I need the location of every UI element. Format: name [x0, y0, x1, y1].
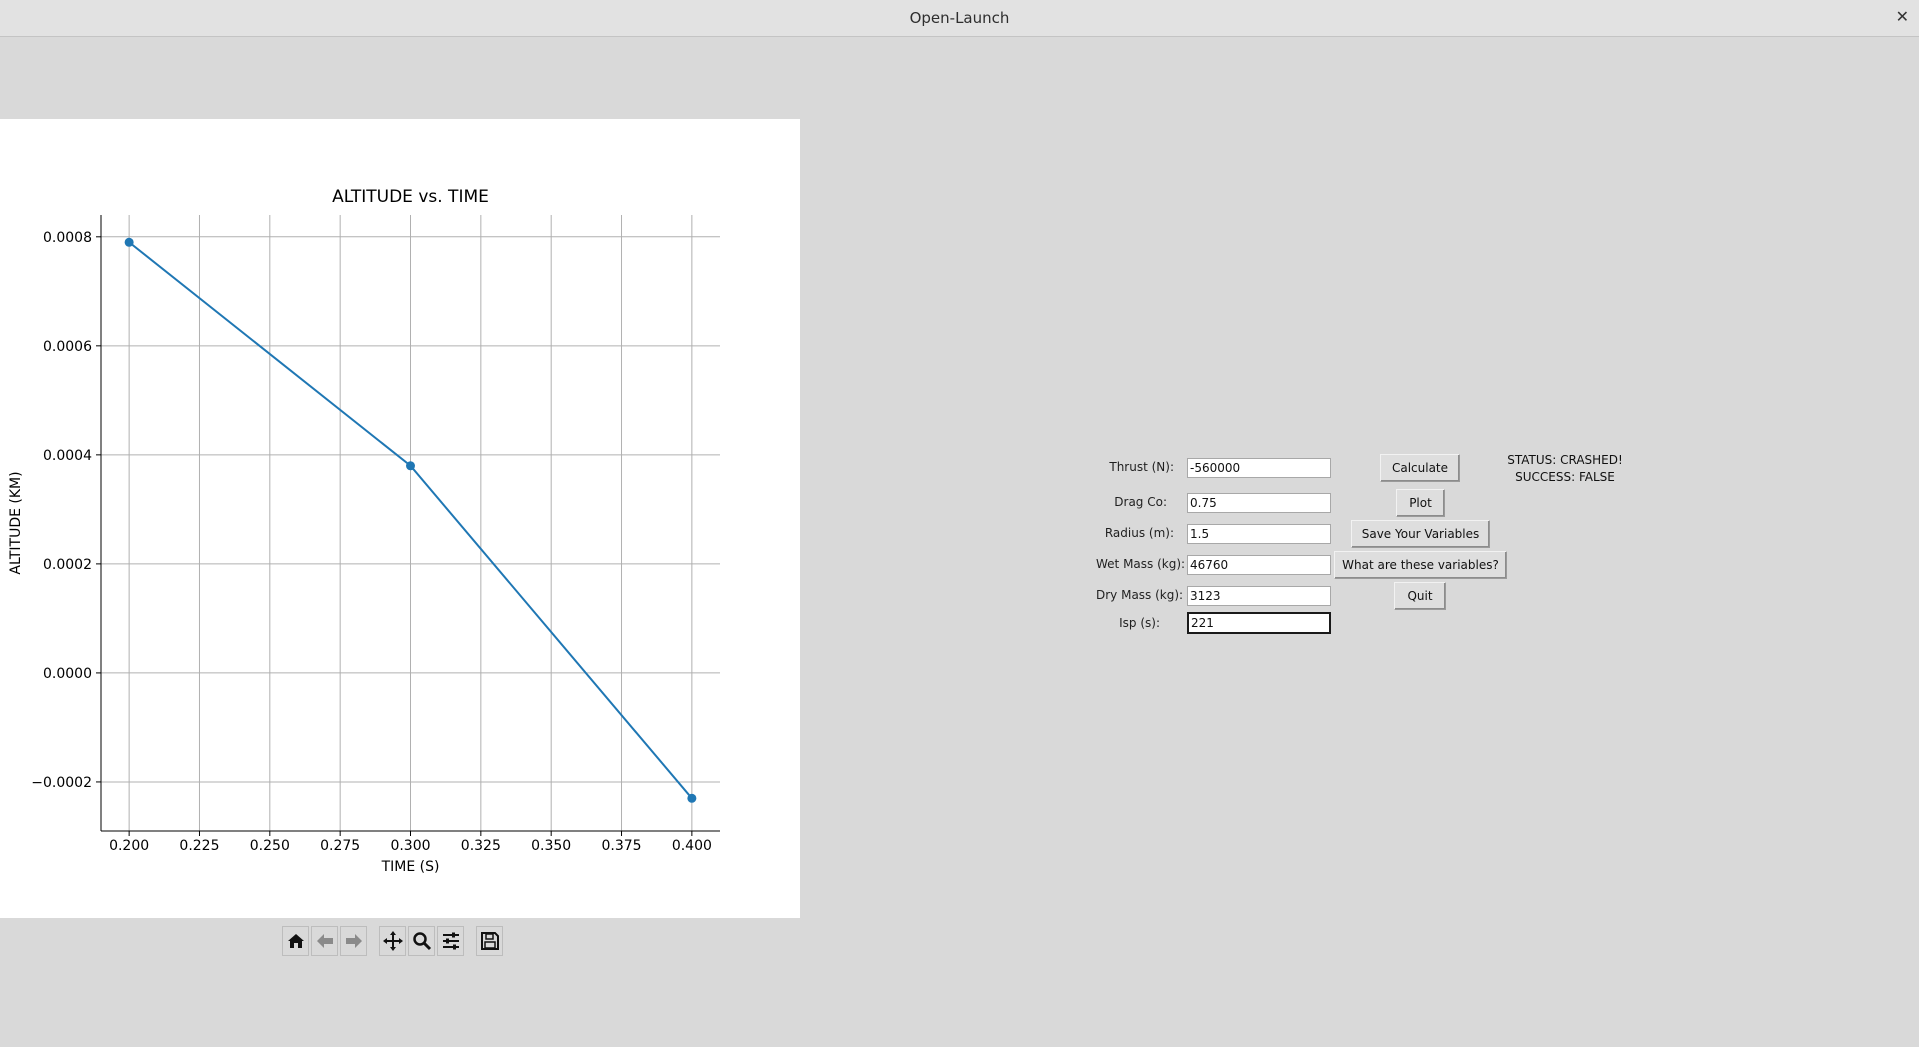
x-axis-label: TIME (S)	[381, 859, 440, 875]
y-axis-label: ALTITUDE (KM)	[8, 471, 24, 574]
radius-field[interactable]	[1187, 524, 1331, 544]
x-tick-label: 0.350	[531, 838, 571, 854]
thrust-field[interactable]	[1187, 458, 1331, 478]
x-tick-label: 0.250	[250, 838, 290, 854]
plot-button[interactable]: Plot	[1396, 489, 1445, 517]
drag-label: Drag Co:	[1114, 495, 1167, 509]
status-panel: STATUS: CRASHED! SUCCESS: FALSE	[1485, 452, 1645, 486]
x-tick-label: 0.200	[109, 838, 149, 854]
back-arrow-icon[interactable]	[311, 926, 338, 956]
close-icon[interactable]: ✕	[1895, 7, 1909, 26]
wet-mass-label: Wet Mass (kg):	[1096, 557, 1186, 571]
pan-icon[interactable]	[379, 926, 406, 956]
title-bar: Open-Launch ✕	[0, 0, 1919, 37]
help-button[interactable]: What are these variables?	[1334, 551, 1507, 579]
x-tick-label: 0.400	[672, 838, 712, 854]
dry-mass-label: Dry Mass (kg):	[1096, 588, 1184, 602]
forward-arrow-icon[interactable]	[340, 926, 367, 956]
x-tick-label: 0.300	[390, 838, 430, 854]
configure-subplots-icon[interactable]	[437, 926, 464, 956]
chart-title: ALTITUDE vs. TIME	[332, 187, 489, 207]
save-icon[interactable]	[476, 926, 503, 956]
success-line: SUCCESS: FALSE	[1515, 470, 1615, 484]
isp-label: Isp (s):	[1119, 616, 1160, 630]
plot-toolbar	[282, 926, 503, 958]
thrust-label: Thrust (N):	[1109, 460, 1174, 474]
drag-field[interactable]	[1187, 493, 1331, 513]
data-point	[406, 461, 415, 471]
save-variables-button[interactable]: Save Your Variables	[1351, 520, 1490, 548]
quit-button[interactable]: Quit	[1394, 582, 1446, 610]
radius-label: Radius (m):	[1104, 526, 1174, 540]
y-tick-label: 0.0006	[43, 339, 92, 355]
x-tick-label: 0.225	[179, 838, 219, 854]
x-tick-label: 0.275	[320, 838, 360, 854]
data-point	[124, 237, 134, 247]
y-tick-label: 0.0004	[43, 448, 92, 464]
y-tick-label: 0.0008	[43, 230, 92, 246]
altitude-chart: 0.200 0.225 0.250 0.275 0.300 0.325 0.350 0.375…	[8, 187, 720, 875]
status-line: STATUS: CRASHED!	[1507, 453, 1623, 467]
y-tick-label: 0.0002	[43, 557, 92, 573]
calculate-button[interactable]: Calculate	[1380, 454, 1460, 482]
zoom-icon[interactable]	[408, 926, 435, 956]
window-title: Open-Launch	[909, 9, 1010, 27]
data-point	[687, 793, 697, 803]
y-tick-label: 0.0000	[43, 666, 92, 682]
plot-figure: 0.200 0.225 0.250 0.275 0.300 0.325 0.350 0.375…	[0, 119, 800, 918]
x-tick-label: 0.325	[461, 838, 501, 854]
x-tick-label: 0.375	[601, 838, 641, 854]
home-icon[interactable]	[282, 926, 309, 956]
dry-mass-field[interactable]	[1187, 586, 1331, 606]
y-tick-label: −0.0002	[31, 775, 92, 791]
isp-field[interactable]	[1187, 612, 1331, 634]
wet-mass-field[interactable]	[1187, 555, 1331, 575]
